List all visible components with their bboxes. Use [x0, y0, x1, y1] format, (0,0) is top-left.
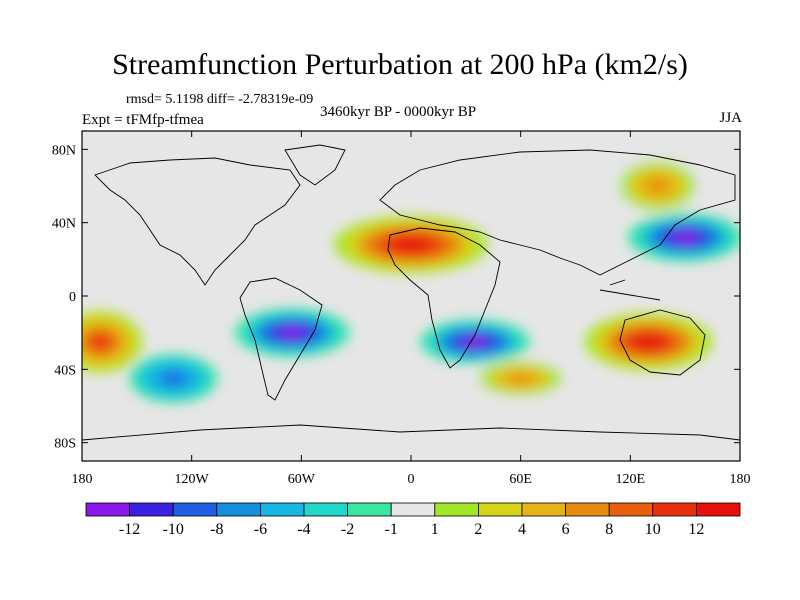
coast-eurasia	[379, 149, 736, 276]
colorbar-label: -2	[341, 521, 354, 538]
colorbar-label: 1	[431, 521, 439, 538]
colorbar-swatch	[565, 502, 610, 517]
season-label: JJA	[719, 110, 742, 126]
colorbar-label: -1	[385, 521, 398, 538]
colorbar-swatch	[129, 502, 174, 517]
colorbar-swatch	[172, 502, 218, 517]
lon-tick-label: 60E	[509, 472, 532, 487]
colorbar-label: -4	[297, 521, 310, 538]
colorbar-swatch	[303, 502, 348, 517]
colorbar-swatch	[608, 502, 654, 517]
field-blob-6-5	[90, 334, 110, 349]
colorbar-swatch	[347, 502, 392, 517]
lon-tick-label: 120W	[175, 472, 210, 487]
lat-tick-label: 40N	[52, 217, 76, 232]
lon-axis: 180 120W 60W 0 60E 120E 180	[72, 131, 751, 487]
colorbar-swatch	[652, 502, 697, 517]
lon-tick-label: 180	[730, 472, 751, 487]
field-blob-3-5	[279, 327, 306, 339]
colorbar-label: -6	[254, 521, 267, 538]
chart-title: Streamfunction Perturbation at 200 hPa (…	[112, 48, 688, 81]
lat-tick-label: 40S	[54, 363, 76, 378]
colorbar-label: 10	[645, 521, 661, 538]
colorbar-label: 6	[562, 521, 570, 538]
colorbar-label: -10	[163, 521, 184, 538]
colorbar-swatch	[477, 502, 523, 517]
colorbar-label: -8	[210, 521, 223, 538]
lat-axis: 80N 40N 0 40S 80S	[52, 143, 740, 452]
field-blob-5-5	[634, 335, 664, 349]
colorbar: -12 -10 -8 -6 -4 -2 -1 1 2 4 6 8 10 12	[85, 502, 741, 538]
lat-tick-label: 80S	[54, 437, 76, 452]
field-blob-0-5	[393, 238, 429, 252]
lat-tick-label: 80N	[52, 143, 76, 158]
period-label: 3460kyr BP - 0000kyr BP	[320, 104, 477, 120]
coast-north-america	[94, 157, 301, 286]
coast-australia	[619, 309, 706, 376]
colorbar-swatch	[85, 502, 130, 517]
colorbar-swatch	[259, 502, 305, 517]
lon-tick-label: 60W	[288, 472, 316, 487]
colorbar-swatch	[521, 502, 566, 517]
colorbar-swatch	[696, 502, 741, 517]
stats-text: rmsd= 5.1198 diff= -2.78319e-09	[126, 92, 314, 107]
field-blob-2-5	[647, 179, 668, 193]
colorbar-label: 8	[605, 521, 613, 538]
coastlines	[82, 144, 740, 441]
colorbar-label: 2	[474, 521, 482, 538]
field-blob-8-5	[509, 374, 532, 383]
lat-tick-label: 0	[69, 290, 76, 305]
field-blob-7-5	[163, 373, 184, 384]
colorbar-swatch	[390, 502, 436, 517]
lon-tick-label: 120E	[616, 472, 646, 487]
coast-africa	[387, 227, 501, 369]
coast-antarctica	[82, 424, 740, 441]
colorbar-label: 4	[518, 521, 526, 538]
lon-tick-label: 0	[408, 472, 415, 487]
colorbar-label: 12	[688, 521, 704, 538]
field-blob-1-5	[672, 231, 699, 243]
coast-greenland	[284, 144, 346, 186]
colorbar-swatch	[434, 502, 479, 517]
experiment-label: Expt = tFMfp-tfmea	[82, 112, 204, 128]
streamfunction-field	[82, 131, 740, 461]
colorbar-label: -12	[119, 521, 140, 538]
lon-tick-label: 180	[72, 472, 93, 487]
coast-south-america	[239, 277, 323, 401]
field-blob-4-5	[462, 336, 488, 347]
coast-indonesia	[599, 279, 661, 301]
colorbar-swatch	[216, 502, 261, 517]
